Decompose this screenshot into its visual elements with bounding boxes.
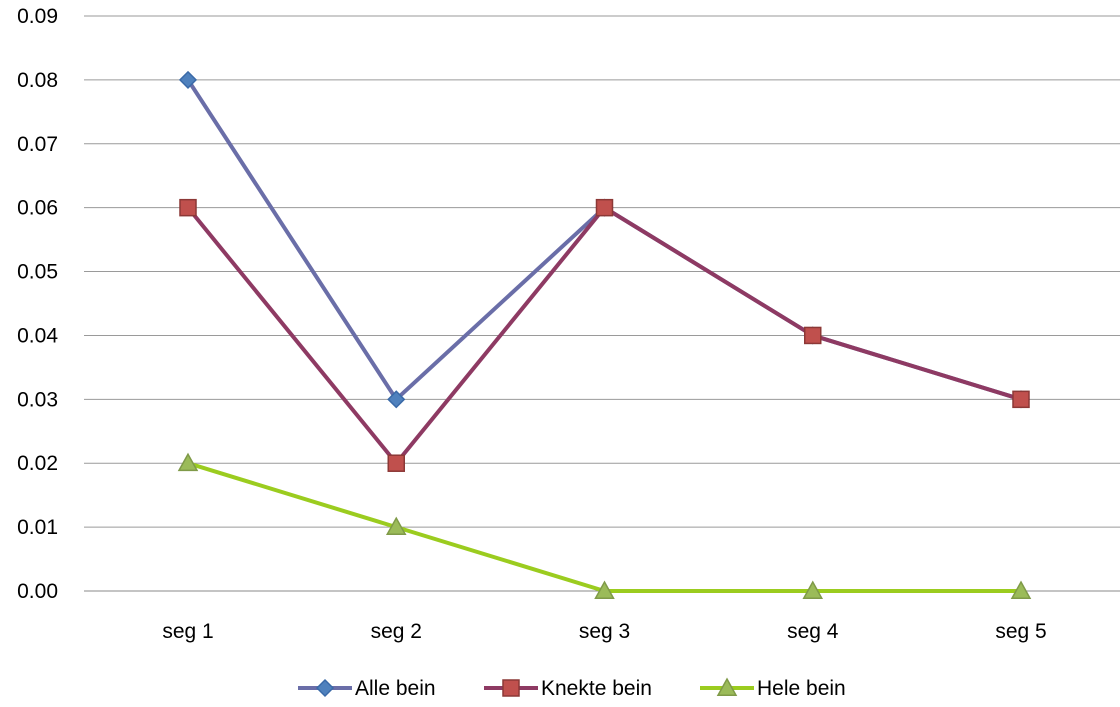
gridlines [84,15,1120,592]
series-line [186,77,1023,402]
square-icon [502,679,520,697]
y-tick-label: 0.01 [17,516,58,539]
legend-item: Hele bein [700,677,846,700]
data-point-square-icon [595,198,614,217]
legend-item: Knekte bein [484,677,652,700]
y-tick-label: 0.08 [17,69,58,92]
x-tick-label: seg 5 [995,620,1046,643]
data-point-square-icon [804,326,822,345]
data-point-triangle-icon [177,452,199,472]
y-tick-label: 0.03 [17,388,58,411]
y-tick-label: 0.09 [17,5,58,28]
legend-label: Alle bein [355,677,436,700]
y-tick-label: 0.04 [17,324,58,347]
x-tick-label: seg 2 [371,620,422,643]
y-tick-label: 0.06 [17,197,58,220]
legend: Alle bein Knekte bein Hele bein [298,677,846,700]
data-point-diamond-icon [178,70,198,89]
x-tick-label: seg 4 [787,620,839,643]
series-lines [177,70,1032,599]
data-point-triangle-icon [802,580,824,599]
legend-item: Alle bein [298,677,436,700]
data-point-square-icon [179,198,197,217]
legend-label: Knekte bein [541,677,652,700]
x-tick-label: seg 1 [162,620,213,643]
y-axis-tick-labels: 0.00 0.01 0.02 0.03 0.04 0.05 0.06 0.07 0.08 0.09 [17,5,58,603]
data-point-diamond-icon [387,390,406,409]
data-point-triangle-icon [594,580,615,599]
y-tick-label: 0.00 [17,580,58,603]
series-2 [177,452,1032,599]
diamond-icon [315,678,335,698]
data-point-square-icon [1012,390,1030,409]
legend-label: Hele bein [757,677,846,700]
y-tick-label: 0.02 [17,452,58,475]
series-1 [179,198,1030,472]
x-axis-tick-labels: seg 1 seg 2 seg 3 seg 4 seg 5 [162,620,1046,643]
data-point-triangle-icon [1010,580,1032,599]
y-tick-label: 0.07 [17,133,58,156]
triangle-icon [716,677,738,696]
data-point-triangle-icon [385,516,407,536]
data-point-square-icon [387,454,405,472]
x-tick-label: seg 3 [579,620,630,643]
y-tick-label: 0.05 [17,261,58,284]
